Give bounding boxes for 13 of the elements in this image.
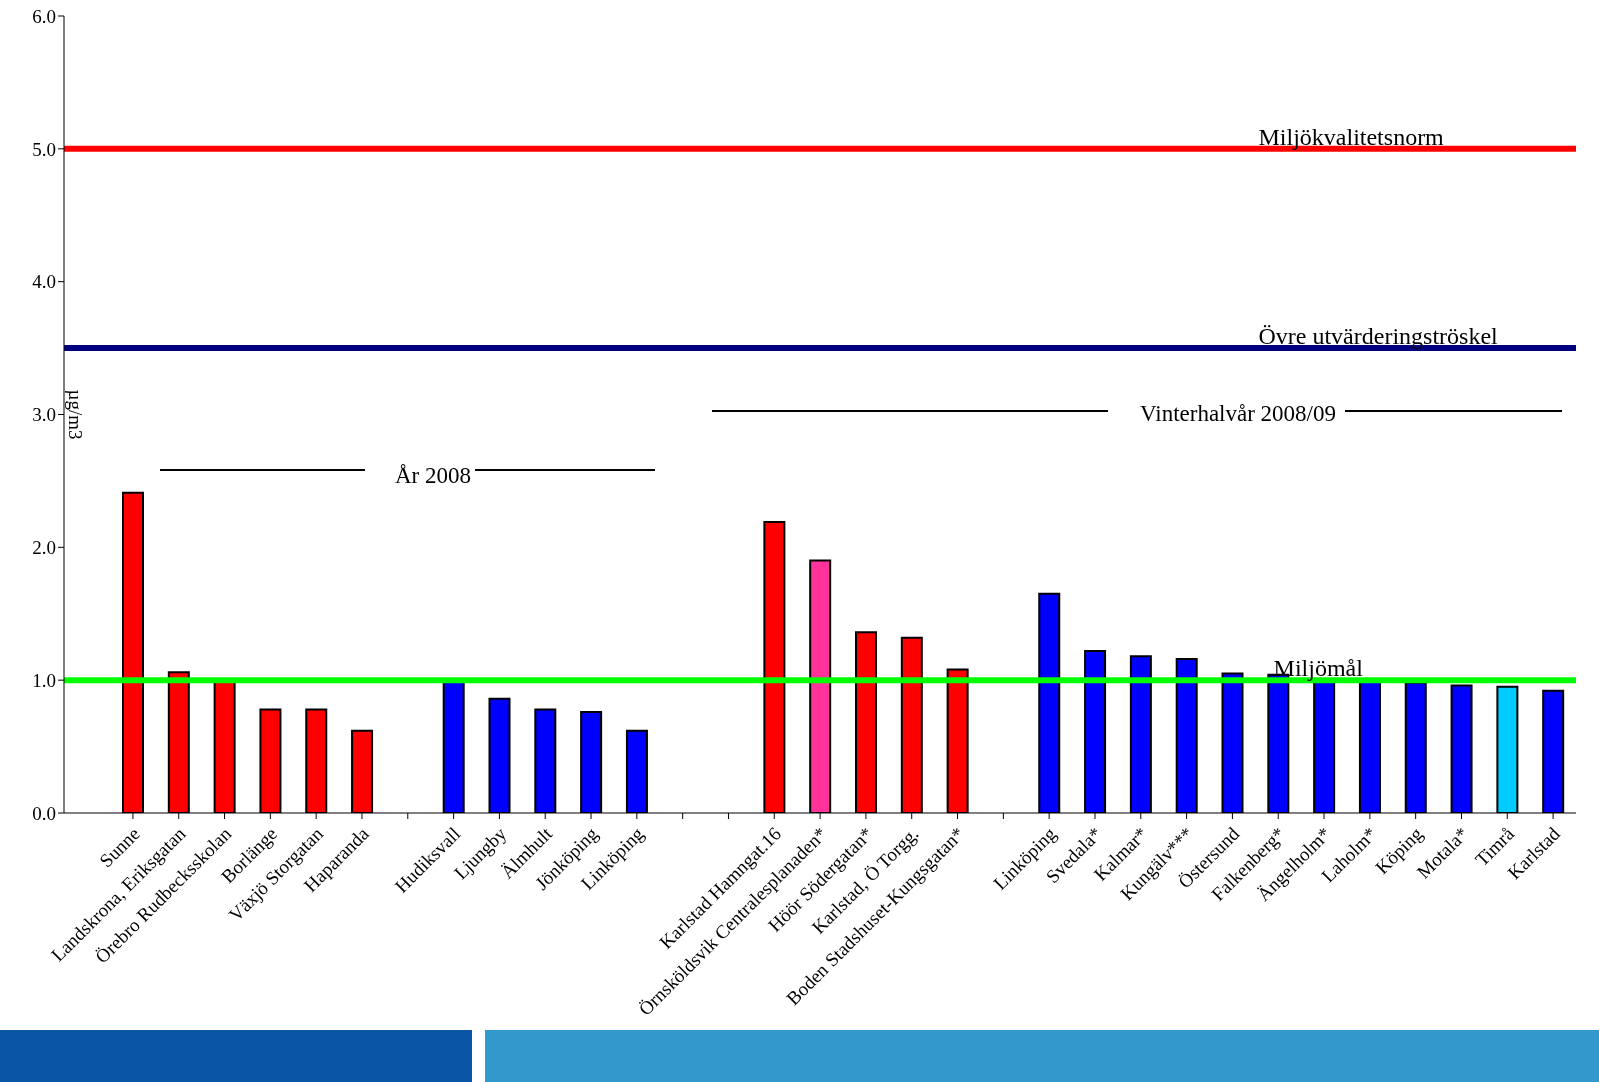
ref-line-label: Övre utvärderingströskel	[1258, 323, 1499, 350]
y-tick-label: 5.0	[32, 138, 56, 160]
ref-line-label: Miljömål	[1273, 655, 1364, 682]
annotation: Vinterhalvår 2008/09	[1140, 401, 1336, 427]
y-tick-label: 0.0	[32, 802, 56, 824]
annotation: År 2008	[394, 463, 472, 489]
y-axis-title: µg/m3	[65, 389, 87, 440]
y-tick-label: 6.0	[32, 5, 56, 27]
y-tick-label: 3.0	[32, 404, 56, 426]
ref-line-label: Miljökvalitetsnorm	[1258, 123, 1445, 150]
y-tick-label: 4.0	[32, 271, 56, 293]
y-tick-label: 1.0	[32, 669, 56, 691]
y-tick-label: 2.0	[32, 537, 56, 559]
